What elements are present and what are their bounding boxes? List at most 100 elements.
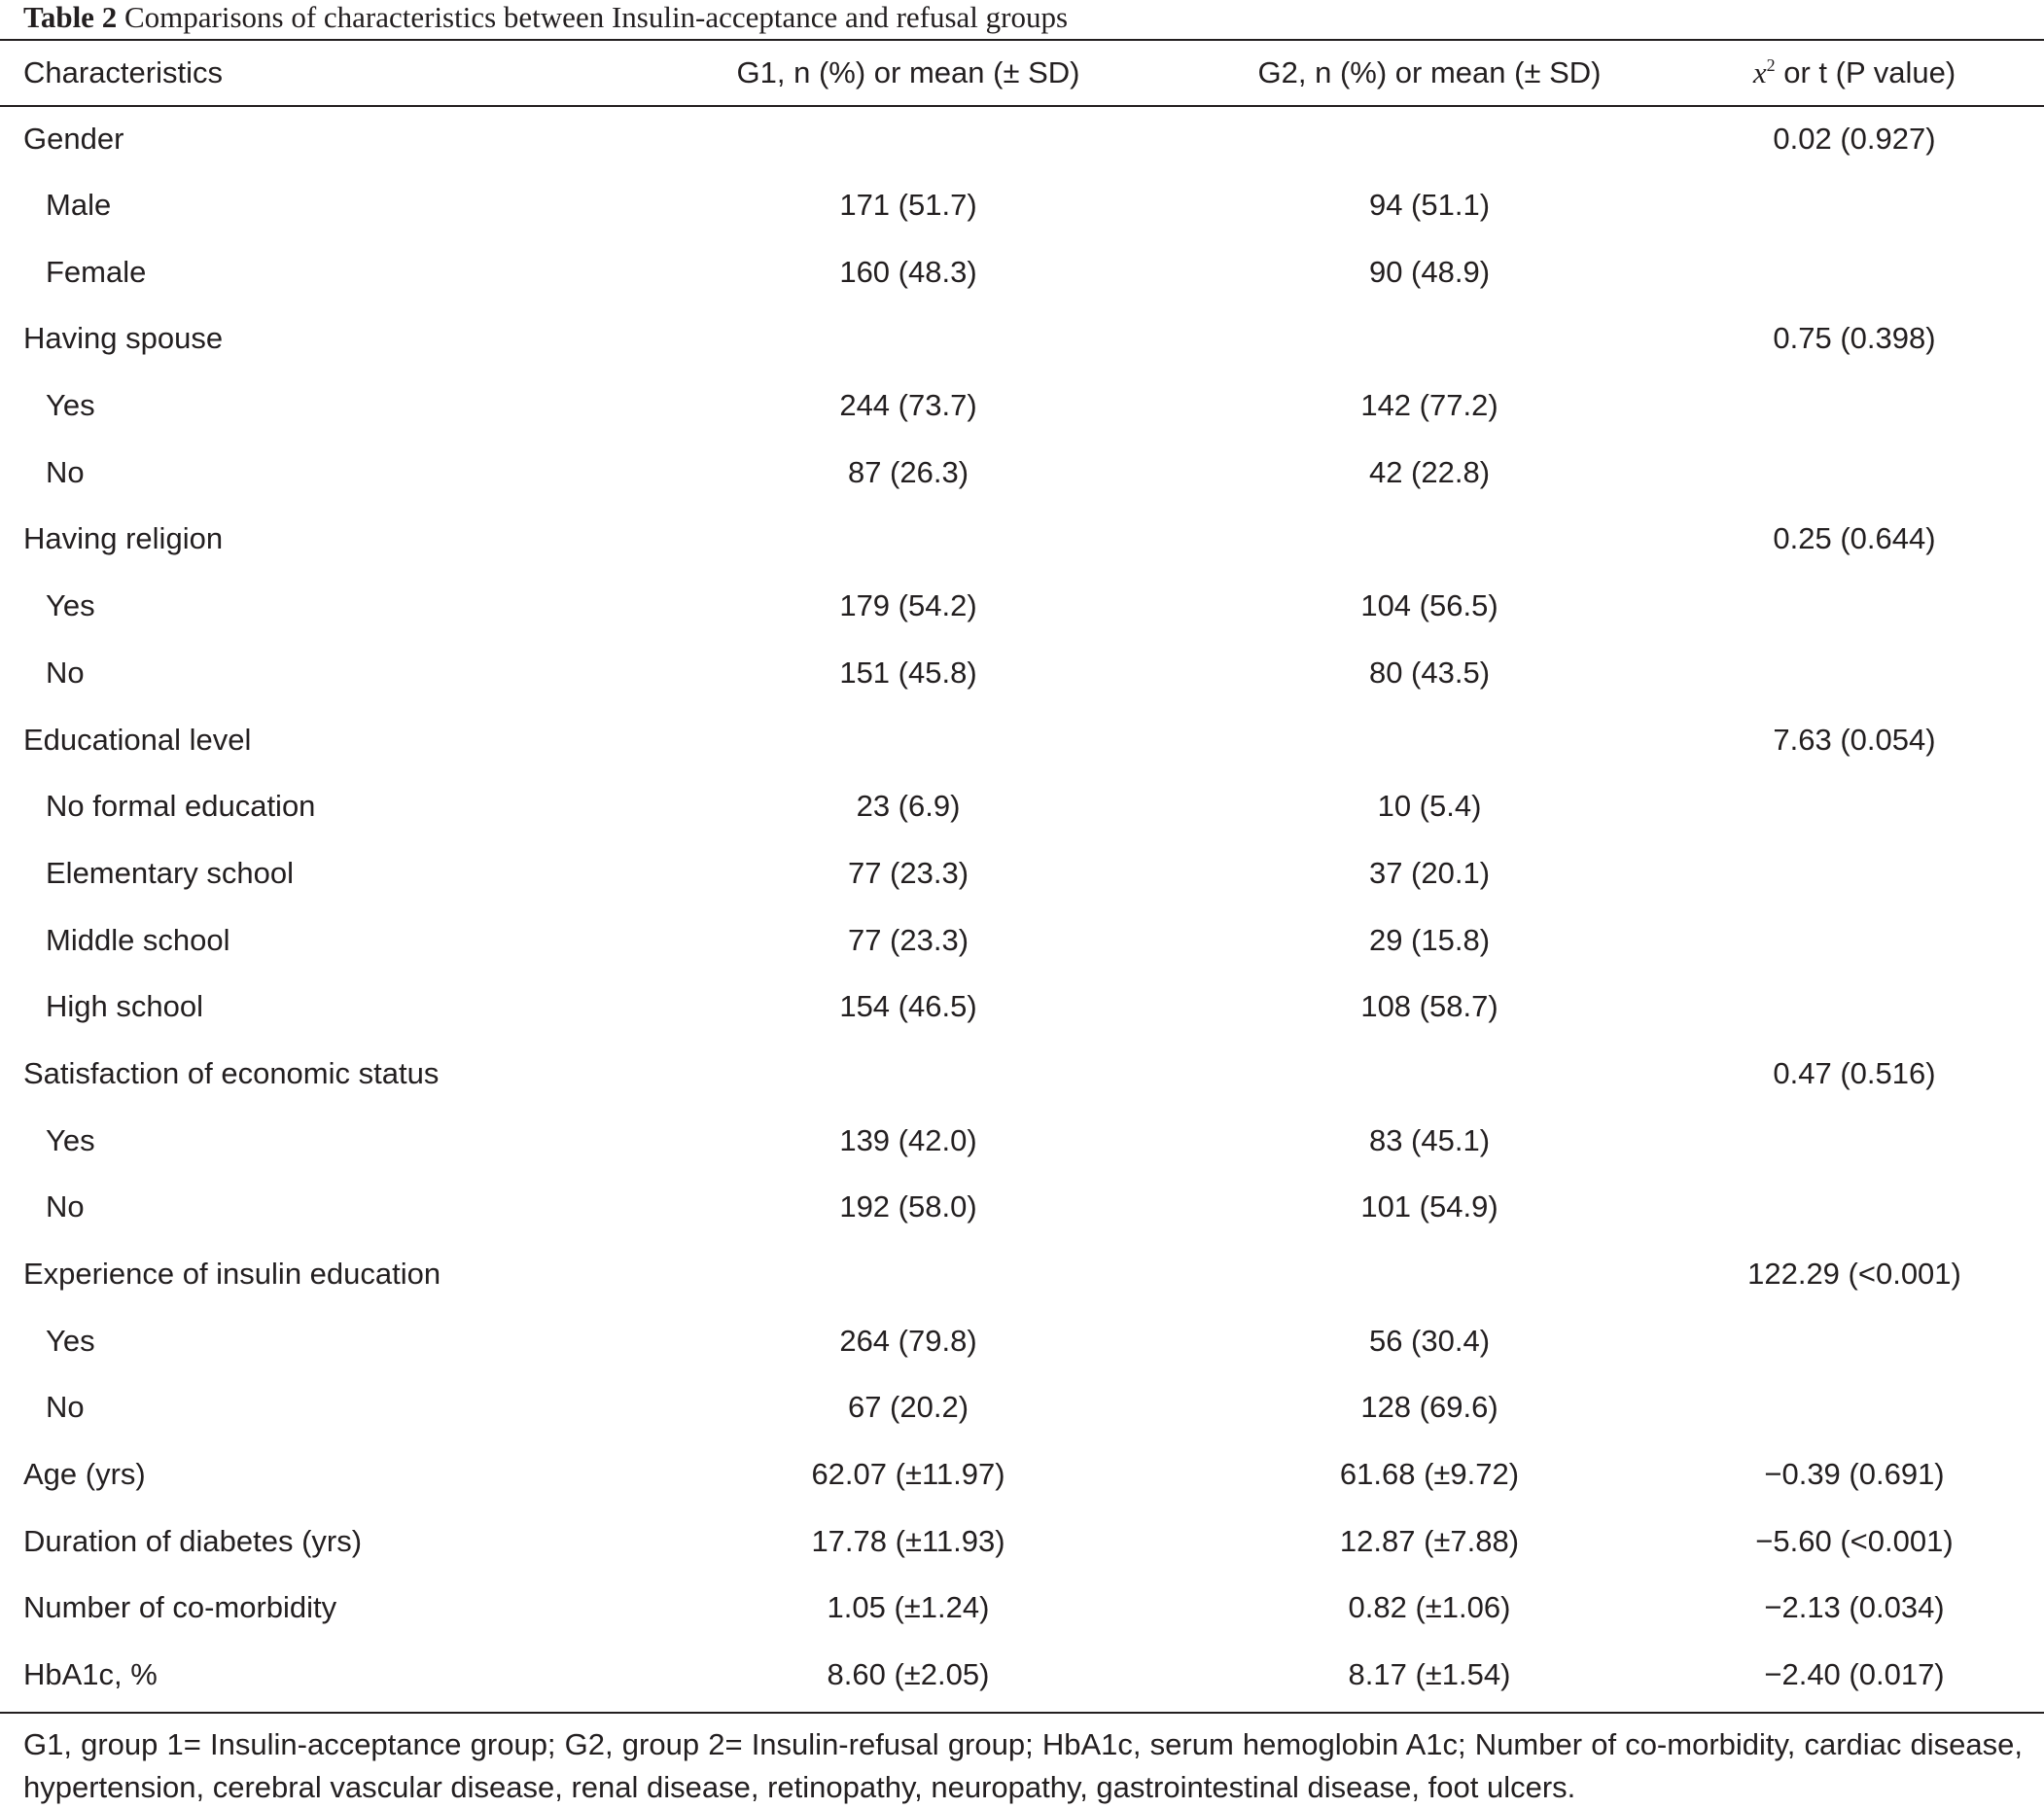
row-label: Educational level xyxy=(23,722,252,757)
statistic-value: −0.39 (0.691) xyxy=(1764,1457,1945,1492)
table-number: Table 2 xyxy=(23,0,118,34)
g1-value: 151 (45.8) xyxy=(839,655,977,690)
g1-value: 154 (46.5) xyxy=(839,989,977,1024)
g1-value: 87 (26.3) xyxy=(847,454,969,489)
chi-square-symbol: x2 xyxy=(1752,55,1776,89)
g1-value: 62.07 (±11.97) xyxy=(811,1457,1005,1492)
g1-value xyxy=(622,1041,1194,1108)
table-caption: Table 2 Comparisons of characteristics b… xyxy=(23,0,1068,35)
table-subrow: No formal education 23 (6.9) 10 (5.4) xyxy=(0,773,2044,840)
row-label: Elementary school xyxy=(46,855,295,890)
table-subrow: Middle school 77 (23.3) 29 (15.8) xyxy=(0,906,2044,974)
g2-value: 83 (45.1) xyxy=(1368,1122,1491,1157)
statistic-value: −2.40 (0.017) xyxy=(1764,1657,1945,1692)
table-row: Satisfaction of economic status 0.47 (0.5… xyxy=(0,1041,2044,1108)
g2-value: 142 (77.2) xyxy=(1360,388,1498,423)
g2-value: 42 (22.8) xyxy=(1368,454,1491,489)
table-footnote: G1, group 1= Insulin-acceptance group; G… xyxy=(23,1727,2023,1804)
table-subrow: Yes 244 (73.7) 142 (77.2) xyxy=(0,372,2044,440)
header-g1: G1, n (%) or mean (± SD) xyxy=(736,55,1080,89)
g1-value xyxy=(622,105,1194,172)
row-label: Having spouse xyxy=(23,321,224,356)
g2-value: 10 (5.4) xyxy=(1377,789,1482,824)
statistic-value xyxy=(1665,773,2044,840)
table-row: Experience of insulin education 122.29 (<… xyxy=(0,1241,2044,1308)
header-statistic-label: or t (P value) xyxy=(1783,55,1956,89)
g2-value xyxy=(1194,305,1665,372)
g1-value xyxy=(622,1241,1194,1308)
table-row: Having spouse 0.75 (0.398) xyxy=(0,305,2044,372)
g2-value: 101 (54.9) xyxy=(1360,1189,1498,1224)
statistic-value: −2.13 (0.034) xyxy=(1764,1590,1945,1625)
row-label: Duration of diabetes (yrs) xyxy=(23,1523,363,1558)
bottom-rule xyxy=(0,1712,2044,1714)
statistic-value: 0.75 (0.398) xyxy=(1773,321,1936,356)
statistic-value xyxy=(1665,573,2044,640)
table-subrow: Elementary school 77 (23.3) 37 (20.1) xyxy=(0,840,2044,907)
g1-value: 160 (48.3) xyxy=(839,254,977,289)
header-g2: G2, n (%) or mean (± SD) xyxy=(1257,55,1602,89)
table-subrow: No 87 (26.3) 42 (22.8) xyxy=(0,439,2044,506)
g2-value: 37 (20.1) xyxy=(1368,855,1491,890)
statistic-value: 0.25 (0.644) xyxy=(1773,521,1936,556)
table-row: Duration of diabetes (yrs) 17.78 (±11.93)… xyxy=(0,1508,2044,1575)
g1-value xyxy=(622,506,1194,573)
row-label: Having religion xyxy=(23,521,224,556)
statistic-value xyxy=(1665,172,2044,239)
row-label: Yes xyxy=(46,1323,95,1358)
g2-value xyxy=(1194,105,1665,172)
g2-value: 12.87 (±7.88) xyxy=(1339,1523,1520,1558)
table-subrow: High school 154 (46.5) 108 (58.7) xyxy=(0,974,2044,1041)
g1-value: 179 (54.2) xyxy=(839,588,977,623)
row-label: Age (yrs) xyxy=(23,1457,146,1492)
g1-value: 77 (23.3) xyxy=(847,922,969,957)
g2-value: 0.82 (±1.06) xyxy=(1348,1590,1511,1625)
table-subrow: No 151 (45.8) 80 (43.5) xyxy=(0,640,2044,707)
g2-value: 128 (69.6) xyxy=(1360,1390,1498,1425)
g1-value: 1.05 (±1.24) xyxy=(827,1590,990,1625)
g2-value xyxy=(1194,1041,1665,1108)
row-label: Satisfaction of economic status xyxy=(23,1055,440,1090)
g1-value: 244 (73.7) xyxy=(839,388,977,423)
row-label: Yes xyxy=(46,588,95,623)
table-row: Educational level 7.63 (0.054) xyxy=(0,706,2044,773)
row-label: Yes xyxy=(46,1122,95,1157)
statistic-value: 7.63 (0.054) xyxy=(1773,722,1936,757)
row-label: No xyxy=(46,454,85,489)
g2-value: 108 (58.7) xyxy=(1360,989,1498,1024)
row-label: No xyxy=(46,1390,85,1425)
g1-value xyxy=(622,706,1194,773)
g1-value: 139 (42.0) xyxy=(839,1122,977,1157)
table-row: HbA1c, % 8.60 (±2.05) 8.17 (±1.54) −2.40 (0… xyxy=(0,1642,2044,1709)
table-subrow: No 192 (58.0) 101 (54.9) xyxy=(0,1174,2044,1241)
g2-value: 56 (30.4) xyxy=(1368,1323,1491,1358)
row-label: Middle school xyxy=(46,922,230,957)
g2-value: 80 (43.5) xyxy=(1368,655,1491,690)
g1-value: 264 (79.8) xyxy=(839,1323,977,1358)
g1-value: 17.78 (±11.93) xyxy=(811,1523,1005,1558)
row-label: Gender xyxy=(23,122,124,157)
statistic-value xyxy=(1665,1174,2044,1241)
statistic-value xyxy=(1665,1374,2044,1441)
statistic-value xyxy=(1665,372,2044,440)
g1-value xyxy=(622,305,1194,372)
table-subrow: Male 171 (51.7) 94 (51.1) xyxy=(0,172,2044,239)
g1-value: 192 (58.0) xyxy=(839,1189,977,1224)
table-body: Gender 0.02 (0.927) Male 171 (51.7) 94 (51.1… xyxy=(0,105,2044,1709)
table-row: Number of co-morbidity 1.05 (±1.24) 0.82 (… xyxy=(0,1575,2044,1642)
g1-value: 67 (20.2) xyxy=(847,1390,969,1425)
statistic-value: 122.29 (<0.001) xyxy=(1747,1257,1961,1292)
table-subrow: Yes 139 (42.0) 83 (45.1) xyxy=(0,1107,2044,1174)
statistic-value xyxy=(1665,906,2044,974)
row-label: No xyxy=(46,1189,85,1224)
table-title: Comparisons of characteristics between I… xyxy=(123,0,1069,34)
g2-value: 8.17 (±1.54) xyxy=(1348,1657,1511,1692)
g1-value: 23 (6.9) xyxy=(856,789,961,824)
g2-value xyxy=(1194,706,1665,773)
statistic-value xyxy=(1665,840,2044,907)
table-subrow: Female 160 (48.3) 90 (48.9) xyxy=(0,238,2044,305)
statistic-value xyxy=(1665,640,2044,707)
g1-value: 8.60 (±2.05) xyxy=(827,1657,990,1692)
table-row: Age (yrs) 62.07 (±11.97) 61.68 (±9.72) −0.3… xyxy=(0,1441,2044,1508)
